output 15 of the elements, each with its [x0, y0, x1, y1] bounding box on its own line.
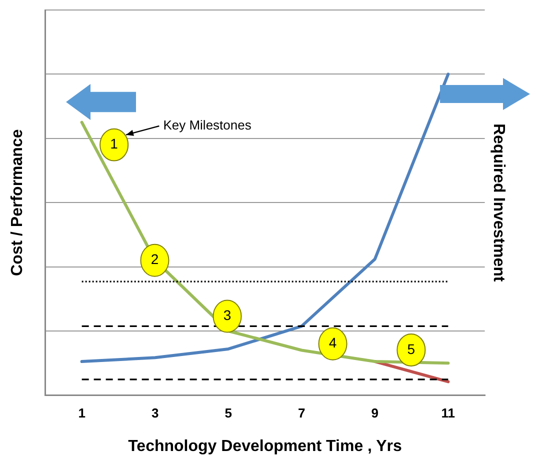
annotation: 3 [223, 307, 232, 324]
x-tick-label: 9 [371, 406, 379, 421]
x-tick-label: 5 [224, 406, 232, 421]
annotation: 2 [150, 251, 159, 268]
x-axis-title: Technology Development Time , Yrs [128, 438, 402, 455]
x-tick-label: 1 [78, 406, 86, 421]
x-tick-label: 11 [441, 406, 456, 421]
x-tick-label: 3 [151, 406, 159, 421]
y2-axis-title: Required Investment [490, 123, 507, 282]
annotation: 1 [110, 136, 118, 152]
annotation: Key Milestones [163, 118, 252, 133]
x-tick-label: 7 [298, 406, 306, 421]
y-axis-title: Cost / Performance [9, 129, 26, 276]
annotation: 4 [328, 334, 337, 351]
annotation: 5 [407, 340, 416, 357]
